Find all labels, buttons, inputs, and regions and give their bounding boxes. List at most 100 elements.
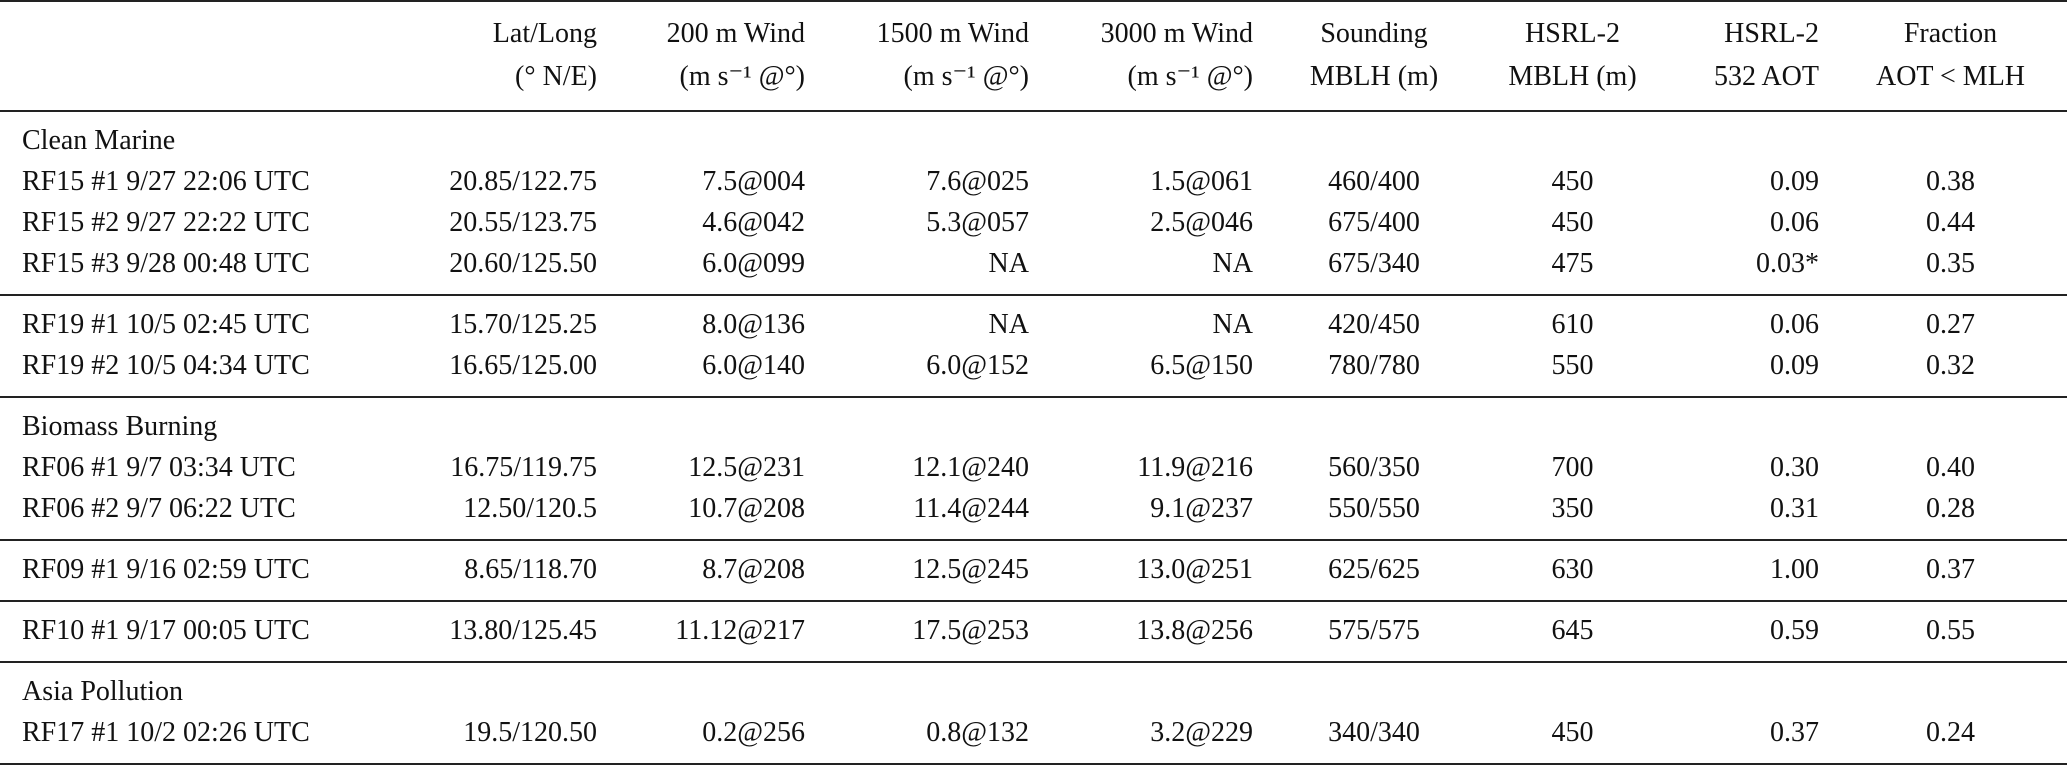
section-title: Asia Pollution (22, 676, 184, 707)
cell: 630 (1551, 554, 1594, 585)
cell: 3.2@229 (1150, 717, 1253, 748)
cell: 5.3@057 (926, 207, 1029, 238)
row-label: RF17 #1 10/2 02:26 UTC (22, 717, 310, 748)
column-header: (m s⁻¹ @°) (1127, 61, 1253, 92)
cell: 1.00 (1770, 554, 1819, 585)
table-header: Lat/Long 200 m Wind 1500 m Wind 3000 m Wind… (0, 1, 2067, 111)
cell: 4.6@042 (702, 207, 805, 238)
data-row: RF10 #1 9/17 00:05 UTC 13.80/125.45 11.12@… (0, 601, 2067, 662)
cell: 0.37 (1770, 717, 1819, 748)
row-label: RF10 #1 9/17 00:05 UTC (22, 615, 310, 646)
row-label: RF09 #1 9/16 02:59 UTC (22, 554, 310, 585)
cell: 12.5@231 (688, 452, 805, 483)
cell: 0.30 (1770, 452, 1819, 483)
cell: 0.03* (1756, 248, 1819, 279)
cell: 16.65/125.00 (449, 350, 597, 381)
row-label: RF06 #1 9/7 03:34 UTC (22, 452, 296, 483)
column-header: Fraction (1903, 18, 1998, 49)
cell: 450 (1551, 166, 1594, 197)
column-header: Sounding (1320, 18, 1428, 49)
cell: 0.09 (1770, 350, 1819, 381)
cell: 575/575 (1328, 615, 1420, 646)
cell: 780/780 (1328, 350, 1420, 381)
cell: 2.5@046 (1150, 207, 1253, 238)
cell: 0.44 (1926, 207, 1975, 238)
section-row: Clean Marine (0, 111, 2067, 161)
row-group: RF09 #1 9/16 02:59 UTC 8.65/118.70 8.7@208… (0, 540, 2067, 601)
column-header: HSRL-2 (1724, 18, 1819, 49)
header-row: Lat/Long 200 m Wind 1500 m Wind 3000 m Wind… (0, 1, 2067, 55)
cell: 0.28 (1926, 493, 1975, 524)
cell: 0.24 (1926, 717, 1975, 748)
cell: NA (1212, 309, 1253, 340)
section-title: Clean Marine (22, 125, 176, 156)
row-group: RF19 #1 10/5 02:45 UTC 15.70/125.25 8.0@13… (0, 295, 2067, 397)
cell: 1.5@061 (1150, 166, 1253, 197)
cell: 675/400 (1328, 207, 1420, 238)
cell: 19.5/120.50 (463, 717, 597, 748)
column-header: MBLH (m) (1309, 61, 1439, 92)
column-header: HSRL-2 (1525, 18, 1620, 49)
cell: 6.0@140 (702, 350, 805, 381)
cell: 550/550 (1328, 493, 1420, 524)
cell: 20.55/123.75 (449, 207, 597, 238)
cell: NA (988, 248, 1029, 279)
cell: 12.5@245 (912, 554, 1029, 585)
cell: 460/400 (1328, 166, 1420, 197)
cell: 0.06 (1770, 207, 1819, 238)
row-label: RF19 #2 10/5 04:34 UTC (22, 350, 310, 381)
column-header: 1500 m Wind (876, 18, 1029, 49)
cell: 645 (1551, 615, 1594, 646)
data-row: RF17 #1 10/2 02:26 UTC 19.5/120.50 0.2@256… (0, 712, 2067, 764)
column-header: 3000 m Wind (1100, 18, 1253, 49)
cell: 0.06 (1770, 309, 1819, 340)
cell: 20.60/125.50 (449, 248, 597, 279)
row-label: RF19 #1 10/5 02:45 UTC (22, 309, 310, 340)
cell: 12.1@240 (912, 452, 1029, 483)
cell: 420/450 (1328, 309, 1420, 340)
row-group: Asia Pollution RF17 #1 10/2 02:26 UTC 19.5… (0, 662, 2067, 764)
section-row: Asia Pollution (0, 662, 2067, 712)
section-title: Biomass Burning (22, 411, 218, 442)
cell: 0.32 (1926, 350, 1975, 381)
column-header: Lat/Long (492, 18, 597, 49)
row-label: RF15 #1 9/27 22:06 UTC (22, 166, 310, 197)
cell: 11.12@217 (675, 615, 805, 646)
cell: 8.0@136 (702, 309, 805, 340)
cell: 450 (1551, 207, 1594, 238)
row-group: Clean Marine RF15 #1 9/27 22:06 UTC 20.85/… (0, 111, 2067, 295)
cell: 6.0@152 (926, 350, 1029, 381)
cell: 8.7@208 (702, 554, 805, 585)
data-row: RF15 #2 9/27 22:22 UTC 20.55/123.75 4.6@04… (0, 202, 2067, 243)
cell: 0.8@132 (926, 717, 1029, 748)
cell: 15.70/125.25 (449, 309, 597, 340)
row-label: RF06 #2 9/7 06:22 UTC (22, 493, 296, 524)
section-row: Biomass Burning (0, 397, 2067, 447)
cell: 0.59 (1770, 615, 1819, 646)
column-header (0, 1, 410, 55)
cell: 20.85/122.75 (449, 166, 597, 197)
column-header: MBLH (m) (1508, 61, 1637, 92)
cell: NA (1212, 248, 1253, 279)
cell: 11.4@244 (913, 493, 1029, 524)
column-header: AOT < MLH (1875, 61, 2026, 92)
cell: 9.1@237 (1150, 493, 1253, 524)
cell: 13.8@256 (1136, 615, 1253, 646)
row-label: RF15 #2 9/27 22:22 UTC (22, 207, 310, 238)
column-header: 532 AOT (1714, 61, 1819, 92)
cell: NA (988, 309, 1029, 340)
data-row: RF06 #2 9/7 06:22 UTC 12.50/120.5 10.7@208… (0, 488, 2067, 540)
column-header: 200 m Wind (666, 18, 805, 49)
cell: 17.5@253 (912, 615, 1029, 646)
data-row: RF09 #1 9/16 02:59 UTC 8.65/118.70 8.7@208… (0, 540, 2067, 601)
cell: 0.2@256 (702, 717, 805, 748)
row-group: RF10 #1 9/17 00:05 UTC 13.80/125.45 11.12@… (0, 601, 2067, 662)
cell: 13.0@251 (1136, 554, 1253, 585)
cell: 350 (1551, 493, 1594, 524)
column-header (0, 55, 410, 111)
data-row: RF06 #1 9/7 03:34 UTC 16.75/119.75 12.5@23… (0, 447, 2067, 488)
cell: 7.6@025 (926, 166, 1029, 197)
cell: 625/625 (1328, 554, 1420, 585)
